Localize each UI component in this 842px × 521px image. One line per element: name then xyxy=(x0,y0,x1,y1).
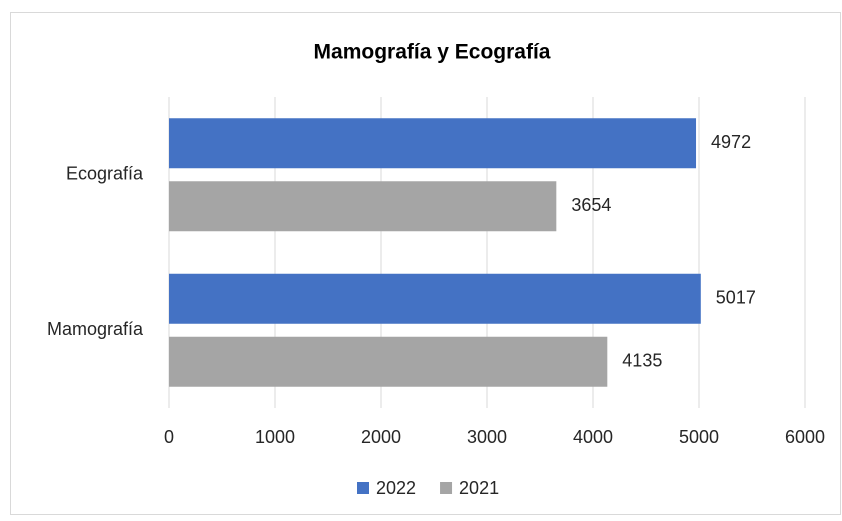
x-tick-label: 4000 xyxy=(573,427,613,447)
x-tick-label: 5000 xyxy=(679,427,719,447)
legend-swatch xyxy=(357,482,369,494)
data-label: 5017 xyxy=(716,288,756,308)
chart-title: Mamografía y Ecografía xyxy=(314,41,551,64)
bar xyxy=(169,336,608,387)
legend-label: 2022 xyxy=(376,478,416,498)
bar xyxy=(169,181,557,232)
data-label: 4972 xyxy=(711,132,751,152)
chart-frame xyxy=(10,12,841,515)
y-tick-label: Ecografía xyxy=(66,164,144,184)
x-tick-label: 1000 xyxy=(255,427,295,447)
bar xyxy=(169,118,697,169)
data-label: 3654 xyxy=(571,195,611,215)
x-tick-label: 2000 xyxy=(361,427,401,447)
bar xyxy=(169,273,701,324)
x-tick-label: 6000 xyxy=(785,427,825,447)
legend-label: 2021 xyxy=(459,478,499,498)
data-label: 4135 xyxy=(622,351,662,371)
legend-swatch xyxy=(440,482,453,494)
x-tick-label: 3000 xyxy=(467,427,507,447)
x-tick-label: 0 xyxy=(164,427,174,447)
y-tick-label: Mamografía xyxy=(47,319,144,339)
